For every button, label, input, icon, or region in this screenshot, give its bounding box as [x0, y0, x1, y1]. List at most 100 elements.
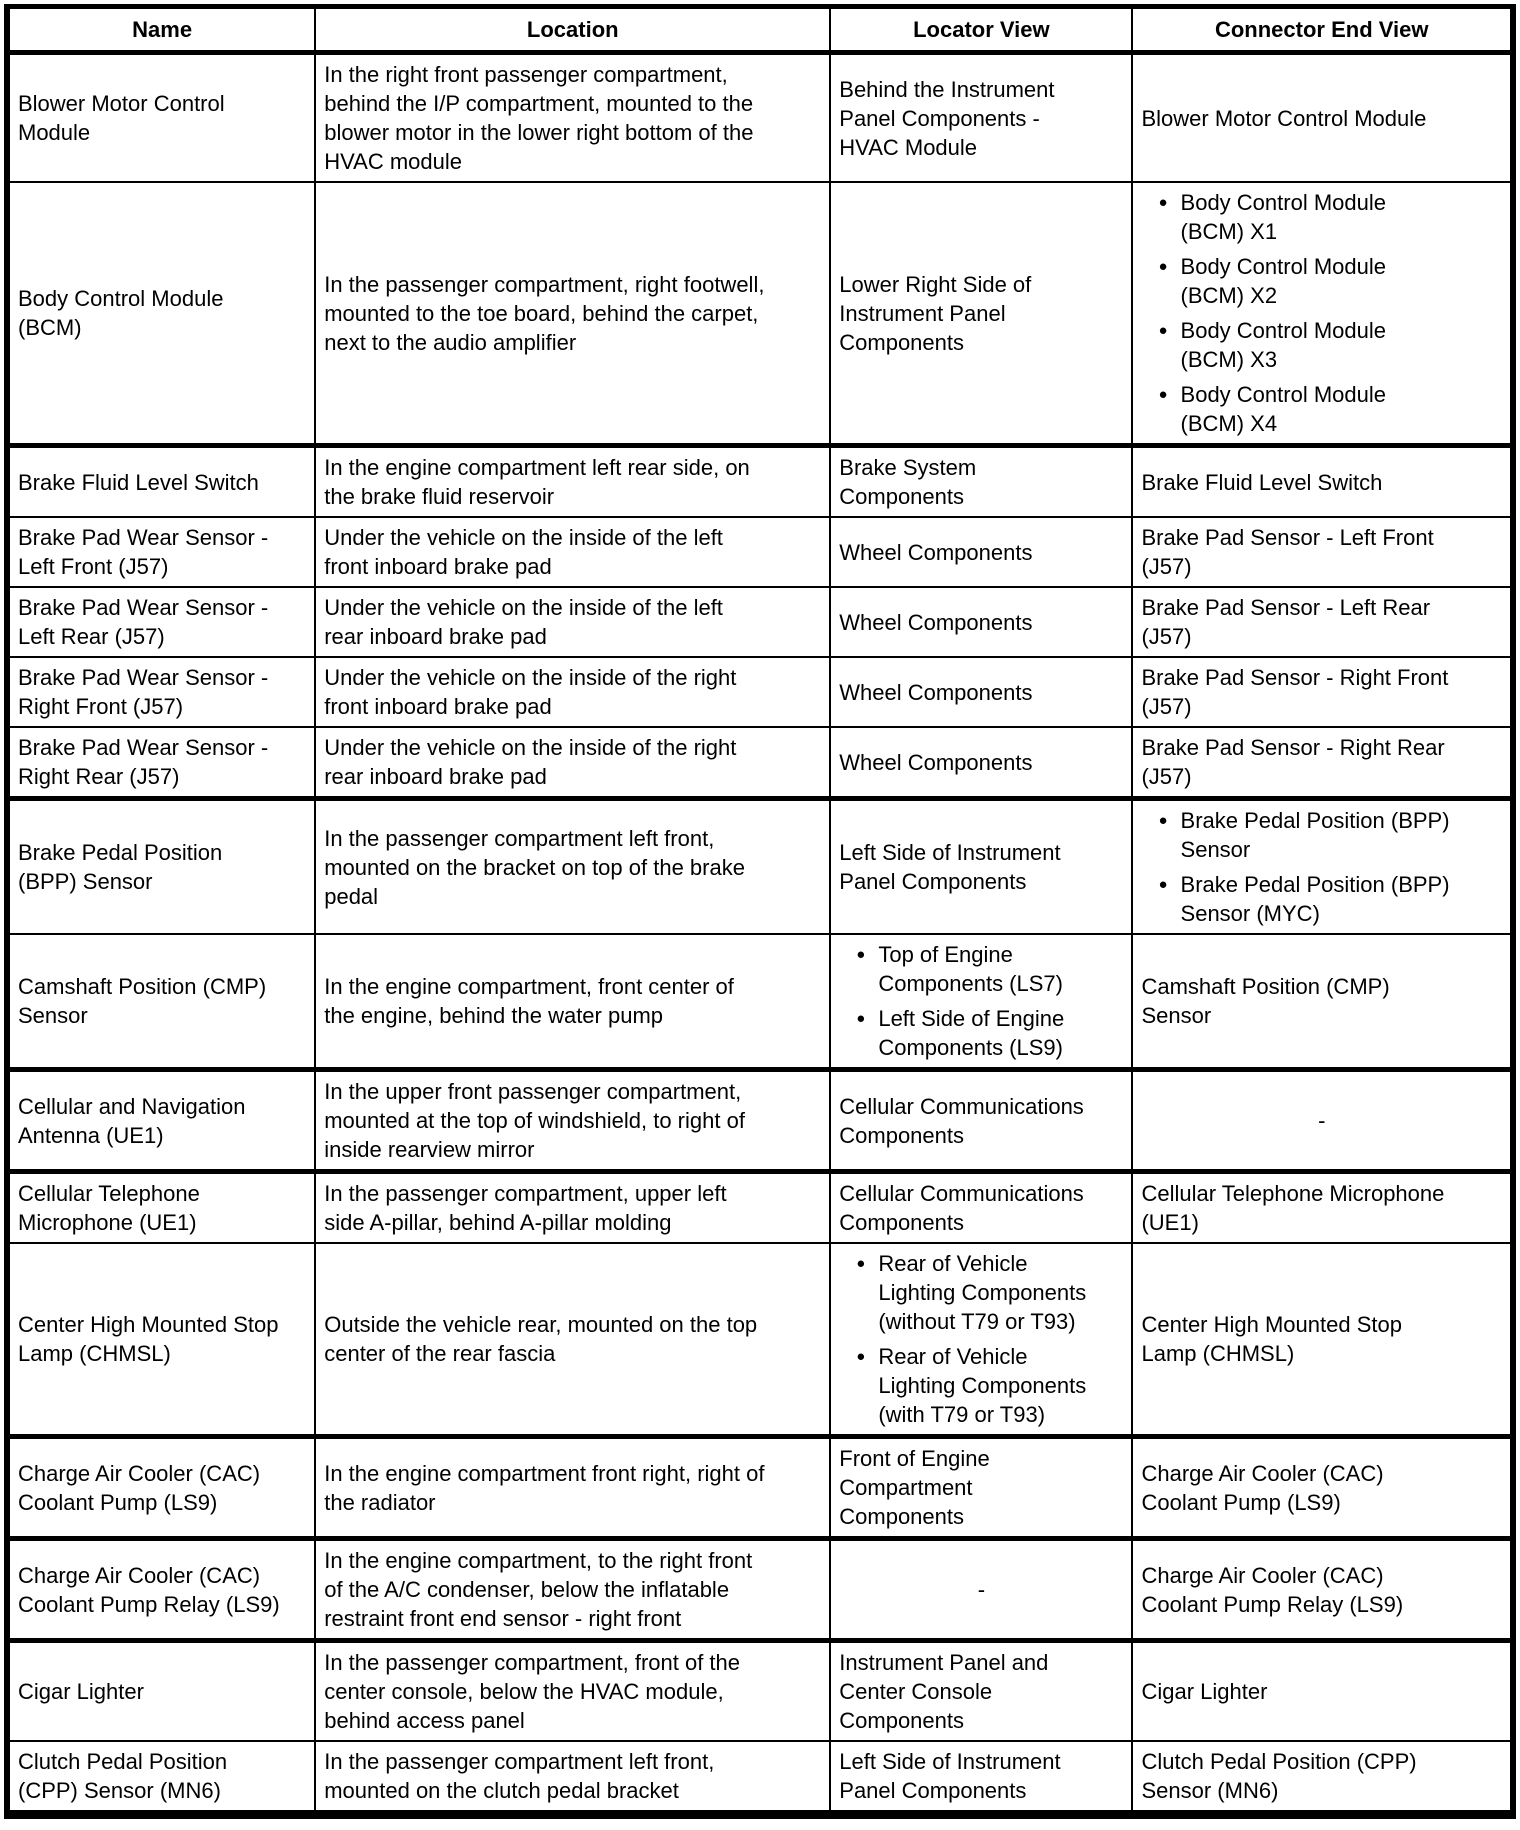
cell-text: Clutch Pedal Position (CPP) Sensor (MN6): [18, 1749, 228, 1803]
bullet-icon: ●: [856, 946, 866, 963]
location-cell: In the engine compartment, front center …: [314, 933, 832, 1071]
locator-view-cell: Wheel Components: [829, 656, 1134, 728]
cell-text: In the engine compartment, to the right …: [324, 1548, 753, 1631]
name-cell: Cigar Lighter: [5, 1638, 317, 1742]
cell-text: Cellular Communications Components: [839, 1181, 1084, 1235]
connector-end-view-cell: ● Body Control Module (BCM) X1 ● Body Contr…: [1131, 181, 1514, 447]
cell-text: Under the vehicle on the inside of the r…: [324, 735, 737, 789]
cell-text: Charge Air Cooler (CAC) Coolant Pump Rel…: [18, 1562, 280, 1617]
location-cell: Under the vehicle on the inside of the r…: [314, 656, 832, 728]
name-cell: Brake Pad Wear Sensor - Left Rear (J57): [5, 586, 317, 658]
bullet-icon: ●: [856, 1348, 866, 1365]
location-cell: Outside the vehicle rear, mounted on the…: [314, 1242, 832, 1438]
cell-text: Brake Pad Sensor - Left Front (J57): [1141, 525, 1434, 579]
cell-text: Wheel Components: [839, 679, 1033, 705]
column-header-connector-end-view: Connector End View: [1131, 5, 1514, 55]
cell-text: Under the vehicle on the inside of the r…: [324, 665, 737, 719]
connector-end-view-cell: Cigar Lighter: [1131, 1638, 1514, 1742]
table-row: Brake Pad Wear Sensor - Right Front (J57…: [5, 656, 1514, 728]
bullet-list-item: ● Rear of Vehicle Lighting Components (wi…: [839, 1249, 1123, 1336]
locator-view-cell: ● Rear of Vehicle Lighting Components (wi…: [829, 1242, 1134, 1438]
bullet-list-item: ● Top of Engine Components (LS7): [839, 940, 1123, 998]
bullet-list-item: ● Brake Pedal Position (BPP) Sensor (MYC): [1141, 870, 1502, 928]
name-cell: Brake Pad Wear Sensor - Right Front (J57…: [5, 656, 317, 728]
bullet-icon: ●: [1158, 194, 1168, 211]
bullet-item-text: Body Control Module (BCM) X1: [1180, 190, 1386, 244]
table-row: Cellular Telephone Microphone (UE1) In th…: [5, 1169, 1514, 1244]
table-row: Brake Fluid Level Switch In the engine co…: [5, 443, 1514, 518]
cell-text: Camshaft Position (CMP) Sensor: [1141, 974, 1390, 1028]
cell-text: In the engine compartment left rear side…: [324, 455, 750, 509]
location-cell: In the right front passenger compartment…: [314, 51, 832, 183]
locator-view-cell: Wheel Components: [829, 586, 1134, 658]
cell-text: Brake System Components: [839, 455, 977, 509]
cell-text: In the upper front passenger compartment…: [324, 1079, 745, 1162]
location-cell: Under the vehicle on the inside of the l…: [314, 516, 832, 588]
name-cell: Brake Pedal Position (BPP) Sensor: [5, 796, 317, 935]
table-row: Camshaft Position (CMP) Sensor In the eng…: [5, 933, 1514, 1071]
cell-text: Cigar Lighter: [18, 1679, 144, 1704]
bullet-list: ● Body Control Module (BCM) X1 ● Body Contr…: [1141, 188, 1502, 438]
name-cell: Charge Air Cooler (CAC) Coolant Pump Rel…: [5, 1536, 317, 1642]
cell-text: -: [977, 1577, 986, 1602]
cell-text: Brake Pad Wear Sensor - Left Front (J57): [18, 525, 269, 579]
cell-text: In the engine compartment front right, r…: [324, 1460, 765, 1515]
cell-text: In the passenger compartment left front,…: [324, 1749, 715, 1803]
table-header: Name Location Locator View Connector End…: [5, 5, 1514, 55]
bullet-icon: ●: [1158, 386, 1168, 403]
cell-text: Cigar Lighter: [1141, 1679, 1268, 1704]
cell-text: -: [1318, 1108, 1326, 1133]
bullet-icon: ●: [1158, 258, 1168, 275]
cell-text: Front of Engine Compartment Components: [839, 1446, 990, 1529]
cell-text: Brake Pad Wear Sensor - Left Rear (J57): [18, 595, 269, 649]
location-cell: In the engine compartment front right, r…: [314, 1434, 832, 1540]
cell-text: Behind the Instrument Panel Components -…: [839, 76, 1055, 160]
cell-text: In the passenger compartment, front of t…: [324, 1650, 741, 1733]
location-cell: In the passenger compartment, right foot…: [314, 181, 832, 447]
table-row: Charge Air Cooler (CAC) Coolant Pump Rel…: [5, 1536, 1514, 1642]
name-cell: Brake Pad Wear Sensor - Left Front (J57): [5, 516, 317, 588]
bullet-icon: ●: [1158, 812, 1168, 829]
table-row: Blower Motor Control Module In the right …: [5, 51, 1514, 183]
locator-view-cell: Instrument Panel and Center Console Comp…: [829, 1638, 1134, 1742]
name-cell: Body Control Module (BCM): [5, 181, 317, 447]
name-cell: Cellular and Navigation Antenna (UE1): [5, 1067, 317, 1173]
name-cell: Cellular Telephone Microphone (UE1): [5, 1169, 317, 1244]
cell-text: Blower Motor Control Module: [1141, 105, 1427, 131]
cell-text: Clutch Pedal Position (CPP) Sensor (MN6): [1141, 1749, 1417, 1803]
bullet-icon: ●: [1158, 876, 1168, 893]
bullet-list-item: ● Body Control Module (BCM) X3: [1141, 316, 1502, 374]
location-cell: Under the vehicle on the inside of the l…: [314, 586, 832, 658]
cell-text: Brake Fluid Level Switch: [18, 469, 259, 495]
locator-view-cell: Behind the Instrument Panel Components -…: [829, 51, 1134, 183]
location-cell: In the passenger compartment left front,…: [314, 796, 832, 935]
locator-view-cell: Cellular Communications Components: [829, 1067, 1134, 1173]
location-cell: In the passenger compartment left front,…: [314, 1740, 832, 1816]
cell-text: Under the vehicle on the inside of the l…: [324, 525, 723, 579]
bullet-item-text: Rear of Vehicle Lighting Components (wit…: [878, 1344, 1087, 1427]
cell-text: Center High Mounted Stop Lamp (CHMSL): [1141, 1312, 1402, 1366]
table-row: Brake Pad Wear Sensor - Right Rear (J57)…: [5, 726, 1514, 800]
locator-view-cell: -: [829, 1536, 1134, 1642]
column-header-name: Name: [5, 5, 317, 55]
bullet-list: ● Rear of Vehicle Lighting Components (wi…: [839, 1249, 1123, 1429]
cell-text: Cellular Telephone Microphone (UE1): [1141, 1181, 1445, 1235]
name-cell: Brake Fluid Level Switch: [5, 443, 317, 518]
cell-text: Brake Pad Sensor - Left Rear (J57): [1141, 595, 1431, 649]
table-row: Cellular and Navigation Antenna (UE1) In …: [5, 1067, 1514, 1173]
table-row: Brake Pad Wear Sensor - Left Rear (J57) U…: [5, 586, 1514, 658]
connector-end-view-cell: Center High Mounted Stop Lamp (CHMSL): [1131, 1242, 1514, 1438]
connector-end-view-cell: Camshaft Position (CMP) Sensor: [1131, 933, 1514, 1071]
table-row: Clutch Pedal Position (CPP) Sensor (MN6)…: [5, 1740, 1514, 1816]
cell-text: Blower Motor Control Module: [18, 91, 225, 145]
bullet-icon: ●: [856, 1010, 866, 1027]
bullet-item-text: Body Control Module (BCM) X3: [1180, 318, 1386, 372]
location-cell: In the engine compartment, to the right …: [314, 1536, 832, 1642]
connector-end-view-cell: ● Brake Pedal Position (BPP) Sensor ● Brake…: [1131, 796, 1514, 935]
bullet-list-item: ● Body Control Module (BCM) X1: [1141, 188, 1502, 246]
name-cell: Camshaft Position (CMP) Sensor: [5, 933, 317, 1071]
cell-text: In the passenger compartment left front,…: [324, 825, 745, 909]
bullet-item-text: Body Control Module (BCM) X2: [1180, 254, 1386, 308]
table-row: Charge Air Cooler (CAC) Coolant Pump (LS…: [5, 1434, 1514, 1540]
bullet-item-text: Body Control Module (BCM) X4: [1180, 382, 1386, 436]
